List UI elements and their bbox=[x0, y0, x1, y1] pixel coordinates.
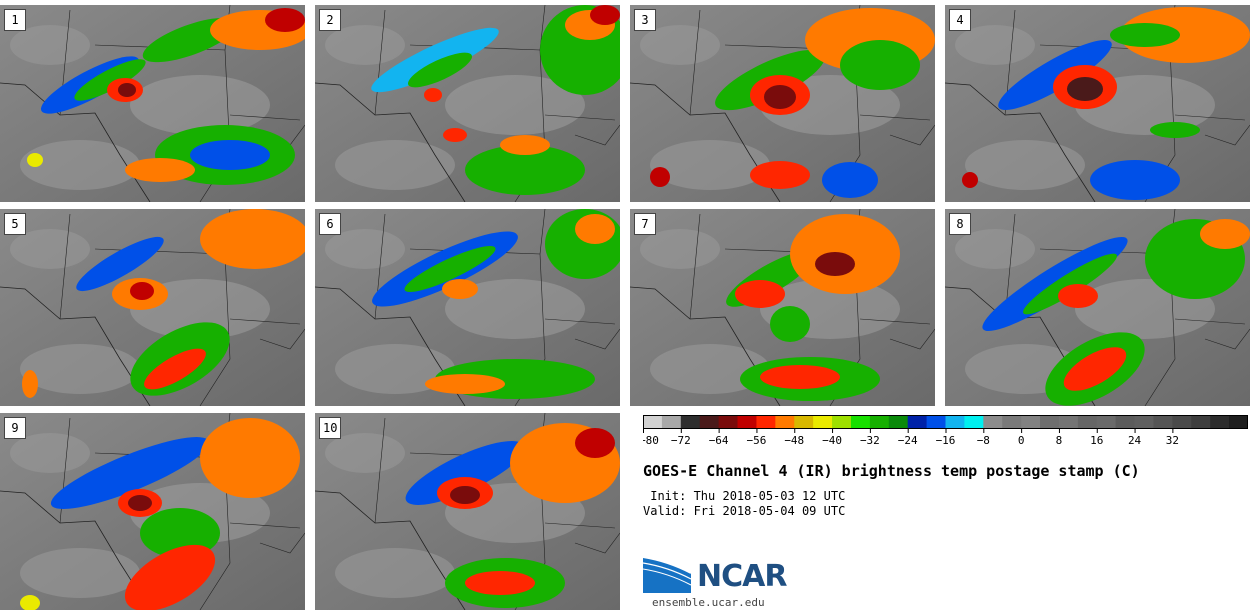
colorbar-tick-label: 24 bbox=[1128, 434, 1142, 447]
colorbar-swatch bbox=[983, 415, 1003, 429]
colorbar-tick-label: −72 bbox=[671, 434, 691, 447]
colorbar-border bbox=[643, 415, 1248, 429]
logo-url: ensemble.ucar.edu bbox=[652, 596, 765, 609]
init-time: Init: Thu 2018-05-03 12 UTC bbox=[643, 489, 846, 503]
colorbar-swatch bbox=[1210, 415, 1230, 429]
colorbar-swatch bbox=[1002, 415, 1022, 429]
colorbar-swatch bbox=[737, 415, 757, 429]
colorbar-tick-label: −64 bbox=[709, 434, 729, 447]
colorbar-tick-label: −32 bbox=[860, 434, 880, 447]
colorbar-tick-label: −8 bbox=[977, 434, 990, 447]
panel-number-10: 10 bbox=[319, 417, 342, 439]
colorbar-swatch bbox=[850, 415, 871, 429]
panel-number-7: 7 bbox=[634, 213, 656, 235]
colorbar-swatch bbox=[813, 415, 833, 429]
panel-number-5: 5 bbox=[4, 213, 26, 235]
colorbar-swatch bbox=[869, 415, 890, 429]
colorbar-swatch bbox=[699, 415, 720, 429]
ir-map-1 bbox=[0, 5, 305, 202]
colorbar-tick-label: −56 bbox=[747, 434, 767, 447]
panel-number-3: 3 bbox=[634, 9, 656, 31]
ir-map-5 bbox=[0, 209, 305, 406]
storm-cells bbox=[22, 209, 305, 398]
ir-map-8 bbox=[945, 209, 1250, 406]
valid-time: Valid: Fri 2018-05-04 09 UTC bbox=[643, 504, 846, 518]
colorbar-swatch bbox=[1096, 415, 1117, 429]
ir-map-6 bbox=[315, 209, 620, 406]
map-panel-7: 7 bbox=[630, 209, 935, 406]
storm-cells bbox=[726, 214, 900, 401]
colorbar-swatch bbox=[718, 415, 739, 429]
colorbar-tick-label: −16 bbox=[936, 434, 956, 447]
colorbar-swatch bbox=[1229, 415, 1248, 429]
colorbar-swatch bbox=[661, 415, 682, 429]
colorbar-tick-label: 8 bbox=[1056, 434, 1063, 447]
storm-cells bbox=[405, 423, 620, 608]
ir-map-3 bbox=[630, 5, 935, 202]
colorbar-tick-label: −24 bbox=[898, 434, 918, 447]
panel-number-9: 9 bbox=[4, 417, 26, 439]
storm-cells bbox=[372, 209, 620, 399]
figure-title: GOES-E Channel 4 (IR) brightness temp po… bbox=[643, 462, 1140, 480]
ir-map-2 bbox=[315, 5, 620, 202]
colorbar-swatch bbox=[643, 415, 663, 429]
colorbar-swatch bbox=[1058, 415, 1079, 429]
storm-cells bbox=[20, 418, 300, 610]
colorbar-swatch bbox=[775, 415, 795, 429]
colorbar-swatch bbox=[888, 415, 909, 429]
panel-number-8: 8 bbox=[949, 213, 971, 235]
colorbar-swatch bbox=[1115, 415, 1136, 429]
colorbar-swatch bbox=[794, 415, 814, 429]
panel-number-2: 2 bbox=[319, 9, 341, 31]
colorbar-swatch bbox=[1153, 415, 1173, 429]
ir-map-9 bbox=[0, 413, 305, 610]
colorbar-swatch bbox=[680, 415, 701, 429]
storm-cells bbox=[371, 5, 620, 195]
colorbar-swatch bbox=[1172, 415, 1192, 429]
storm-cells bbox=[27, 8, 305, 185]
map-panel-9: 9 bbox=[0, 413, 305, 610]
ir-map-7 bbox=[630, 209, 935, 406]
panel-number-6: 6 bbox=[319, 213, 341, 235]
colorbar-tick-label: −40 bbox=[822, 434, 842, 447]
storm-cells bbox=[962, 7, 1250, 200]
map-panel-8: 8 bbox=[945, 209, 1250, 406]
map-panel-10: 10 bbox=[315, 413, 620, 610]
ir-map-4 bbox=[945, 5, 1250, 202]
colorbar-swatch bbox=[964, 415, 984, 429]
colorbar-swatch bbox=[756, 415, 776, 429]
map-panel-3: 3 bbox=[630, 5, 935, 202]
colorbar-swatch bbox=[1040, 415, 1060, 429]
map-panel-5: 5 bbox=[0, 209, 305, 406]
storm-cells bbox=[982, 219, 1250, 406]
map-panel-6: 6 bbox=[315, 209, 620, 406]
colorbar-swatch bbox=[1021, 415, 1041, 429]
colorbar-tick-label: −80 bbox=[643, 434, 659, 447]
panel-number-1: 1 bbox=[4, 9, 26, 31]
colorbar bbox=[643, 415, 1248, 429]
map-panel-2: 2 bbox=[315, 5, 620, 202]
colorbar-tick-label: 16 bbox=[1090, 434, 1103, 447]
ncar-logo-icon bbox=[643, 556, 692, 593]
colorbar-swatch bbox=[907, 415, 928, 429]
colorbar-swatch bbox=[1191, 415, 1211, 429]
colorbar-swatch bbox=[832, 415, 852, 429]
colorbar-swatch bbox=[926, 415, 946, 429]
ncar-logo-text: NCAR bbox=[697, 559, 787, 594]
colorbar-swatch bbox=[1134, 415, 1154, 429]
ir-map-10 bbox=[315, 413, 620, 610]
colorbar-swatch bbox=[945, 415, 965, 429]
panel-number-4: 4 bbox=[949, 9, 971, 31]
colorbar-tick-label: −48 bbox=[784, 434, 804, 447]
colorbar-swatch bbox=[1077, 415, 1098, 429]
colorbar-tick-label: 32 bbox=[1166, 434, 1179, 447]
map-panel-1: 1 bbox=[0, 5, 305, 202]
map-panel-4: 4 bbox=[945, 5, 1250, 202]
colorbar-tick-label: 0 bbox=[1018, 434, 1025, 447]
storm-cells bbox=[650, 8, 935, 198]
